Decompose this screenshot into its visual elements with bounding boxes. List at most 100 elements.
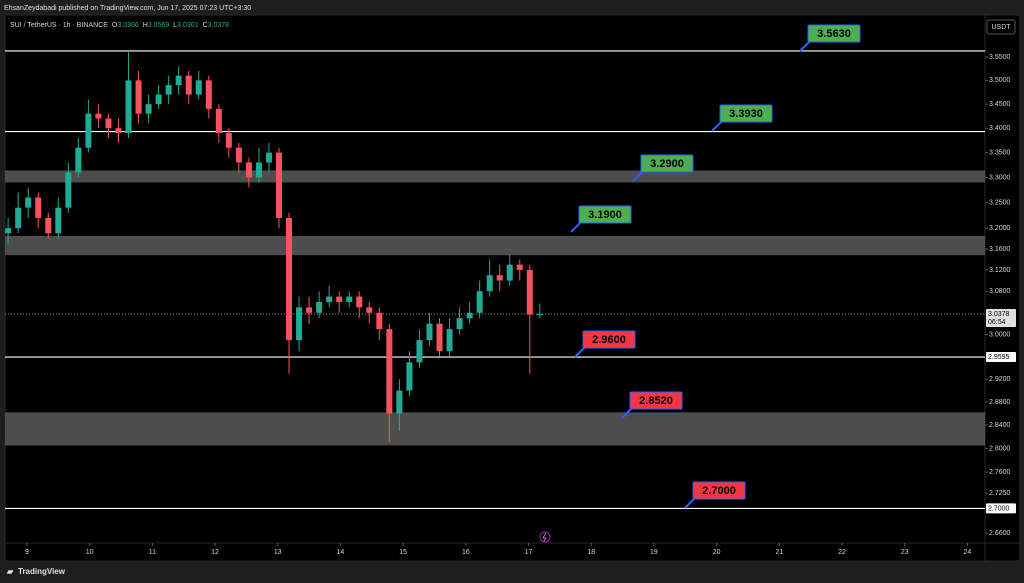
candle-body: [306, 307, 313, 313]
ohlc-value: 3.0569: [148, 22, 170, 29]
zone: [5, 412, 985, 446]
level-label: 2.7000: [988, 505, 1010, 512]
annotation-arrow: [799, 40, 811, 52]
x-tick-label: 21: [775, 549, 783, 556]
annotation-text: 2.9600: [592, 334, 626, 346]
candle-body: [265, 152, 272, 163]
candle-body: [215, 108, 222, 134]
annotation-arrow: [684, 497, 696, 509]
candle-body: [115, 128, 122, 134]
candle-body: [35, 197, 42, 218]
candle-body: [85, 113, 92, 148]
candle-body: [376, 312, 383, 330]
x-tick-label: 14: [337, 549, 345, 556]
candle-body: [406, 362, 413, 391]
x-tick-label: 10: [86, 549, 94, 556]
annotation-arrow: [621, 407, 633, 419]
currency-box: [986, 19, 1016, 35]
y-tick-label: 2.8800: [989, 399, 1011, 406]
annotation-box: [582, 330, 636, 349]
candle-body: [255, 162, 262, 178]
candle-body: [416, 340, 423, 363]
y-tick-label: 3.1200: [989, 267, 1011, 274]
y-tick-label: 3.3500: [989, 149, 1011, 156]
candle-body: [205, 80, 212, 109]
annotation-box: [719, 104, 773, 123]
candle-body: [55, 207, 62, 234]
x-tick-label: 20: [713, 549, 721, 556]
y-tick-label: 3.3000: [989, 174, 1011, 181]
annotation-box: [640, 154, 694, 173]
x-tick-label: 12: [211, 549, 219, 556]
candle-body: [15, 207, 22, 229]
candle-body: [426, 323, 433, 341]
candle-body: [396, 390, 403, 414]
candle-body: [436, 323, 443, 352]
x-tick-label: 19: [650, 549, 658, 556]
candle-body: [386, 329, 393, 414]
ohlc-value: 3.0378: [208, 22, 230, 29]
zone: [5, 170, 985, 183]
annotation-text: 3.5630: [817, 28, 851, 40]
candle-body: [316, 301, 323, 313]
candle-body: [346, 296, 353, 302]
annotation-arrow: [711, 120, 723, 132]
level-label: 2.9595: [988, 354, 1010, 361]
candle-body: [366, 307, 373, 313]
symbol: SUI / TetherUS · 1h · BINANCE: [10, 22, 108, 29]
last-price-label: 3.0378: [988, 311, 1010, 318]
candle-body: [135, 80, 142, 114]
candle-body: [356, 296, 363, 308]
y-tick-label: 2.7600: [989, 469, 1011, 476]
y-tick-label: 3.5500: [989, 54, 1011, 61]
candle-body: [75, 147, 82, 173]
annotation-arrow: [574, 346, 586, 358]
event-icon-bolt: [542, 532, 547, 542]
x-tick-label: 22: [838, 549, 846, 556]
x-tick-label: 23: [901, 549, 909, 556]
ohlc-value: 3.0366: [117, 22, 139, 29]
candle-body: [516, 264, 523, 270]
x-tick-label: 15: [399, 549, 407, 556]
annotation-text: 2.8520: [639, 395, 673, 407]
ohlc-label: H: [143, 22, 148, 29]
x-tick-label: 9: [25, 549, 29, 556]
candle-body: [275, 152, 282, 218]
annotation-arrow: [570, 221, 582, 233]
candle-body: [225, 133, 232, 148]
candle-body: [496, 275, 503, 281]
x-tick-label: 18: [587, 549, 595, 556]
annotation-box: [578, 205, 632, 224]
x-tick-label: 13: [274, 549, 282, 556]
legend: SUI / TetherUS · 1h · BINANCE O3.0366 H3.0…: [10, 22, 229, 29]
x-tick-label: 24: [964, 549, 972, 556]
candle-body: [195, 80, 202, 95]
candle-body: [286, 217, 293, 341]
ohlc-label: C: [203, 22, 208, 29]
candle-body: [326, 296, 333, 302]
header: EhsanZeydabadi published on TradingView.…: [4, 5, 251, 12]
chart-panel: [4, 14, 1021, 562]
candle-body: [65, 172, 72, 208]
candle-body: [486, 275, 493, 292]
candle-body: [145, 104, 152, 114]
candle-body: [456, 318, 463, 330]
ohlc-label: O: [112, 22, 118, 29]
y-tick-label: 3.4500: [989, 101, 1011, 108]
last-price-box: [986, 308, 1016, 327]
candle-body: [105, 118, 112, 129]
y-tick-label: 3.0000: [989, 331, 1011, 338]
event-icon[interactable]: [539, 531, 551, 543]
candle-body: [336, 296, 343, 302]
candle-body: [95, 113, 102, 119]
candle-body: [45, 217, 52, 234]
candle-body: [175, 75, 182, 86]
annotation-box: [807, 24, 861, 43]
candle-body: [245, 162, 252, 178]
candle-body: [165, 85, 172, 95]
y-tick-label: 2.8400: [989, 422, 1011, 429]
candle-body: [125, 80, 132, 134]
candle-body: [506, 264, 513, 281]
annotation-arrow: [632, 170, 644, 182]
currency: USDT: [991, 24, 1011, 31]
